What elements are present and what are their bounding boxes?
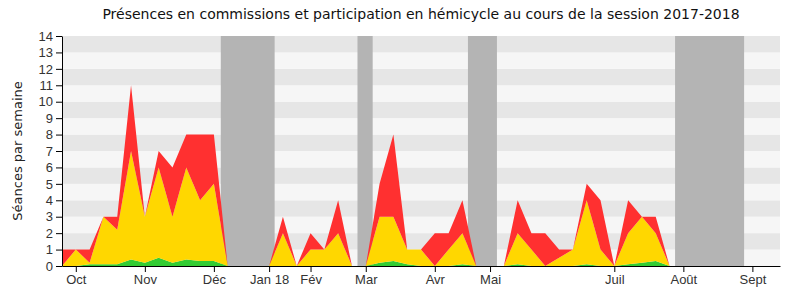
plot-area: [62, 36, 780, 266]
shaded-period: [221, 36, 275, 266]
shaded-period: [357, 36, 372, 266]
grid-band: [62, 118, 780, 134]
y-tick: 2: [46, 226, 62, 241]
x-tick: Nov: [134, 266, 158, 287]
y-tick-label: 0: [46, 259, 53, 274]
y-tick: 5: [46, 177, 62, 192]
x-tick: Fév: [300, 266, 322, 287]
y-tick: 9: [46, 111, 62, 126]
x-tick-label: Nov: [134, 272, 158, 287]
x-tick: Sept: [740, 266, 767, 287]
x-tick-label: Oct: [66, 272, 87, 287]
y-tick: 8: [46, 127, 62, 142]
y-tick: 0: [46, 259, 62, 274]
x-tick-label: Sept: [740, 272, 767, 287]
x-tick: Oct: [66, 266, 87, 287]
y-tick-mark: [56, 233, 62, 234]
x-tick-label: Août: [670, 272, 697, 287]
y-tick: 11: [40, 78, 63, 93]
y-axis-title: Séances par semaine: [10, 81, 25, 220]
grid-band: [62, 102, 780, 118]
y-tick-label: 4: [46, 193, 53, 208]
x-tick: Juil: [605, 266, 625, 287]
x-tick: Mai: [480, 266, 501, 287]
y-tick-label: 11: [40, 78, 54, 93]
y-tick-mark: [56, 69, 62, 70]
y-axis: 01234567891011121314: [39, 29, 63, 274]
x-tick-label: Fév: [300, 272, 322, 287]
y-tick-label: 8: [46, 127, 53, 142]
y-tick-label: 1: [46, 242, 53, 257]
y-tick-label: 5: [46, 177, 53, 192]
y-tick-label: 10: [39, 94, 53, 109]
y-tick-mark: [56, 151, 62, 152]
x-tick-mark: [614, 266, 615, 272]
x-tick-mark: [269, 266, 270, 272]
y-axis-line: [62, 37, 63, 267]
y-tick-label: 13: [39, 45, 53, 60]
y-tick-mark: [56, 167, 62, 168]
y-tick-mark: [56, 36, 62, 37]
x-tick-mark: [490, 266, 491, 272]
y-tick: 7: [46, 144, 62, 159]
y-tick-label: 14: [39, 29, 53, 44]
y-tick-mark: [56, 250, 62, 251]
x-tick-mark: [752, 266, 753, 272]
title: Présences en commissions et participatio…: [102, 6, 739, 22]
x-tick: Jan 18: [250, 266, 289, 287]
x-tick-mark: [366, 266, 367, 272]
y-tick-mark: [56, 135, 62, 136]
x-tick-mark: [214, 266, 215, 272]
y-tick-mark: [56, 217, 62, 218]
x-tick-mark: [311, 266, 312, 272]
x-tick-mark: [145, 266, 146, 272]
x-tick-label: Juil: [605, 272, 625, 287]
y-tick: 3: [46, 209, 62, 224]
x-tick-label: Mar: [355, 272, 378, 287]
x-tick-mark: [683, 266, 684, 272]
y-tick-label: 3: [46, 209, 53, 224]
grid-band: [62, 52, 780, 68]
x-tick: Avr: [426, 266, 446, 287]
y-tick: 1: [46, 242, 62, 257]
y-tick-label: 12: [39, 62, 53, 77]
x-tick-label: Avr: [426, 272, 446, 287]
x-tick-label: Mai: [480, 272, 501, 287]
y-tick-mark: [56, 200, 62, 201]
y-tick-mark: [56, 184, 62, 185]
grid-band: [62, 135, 780, 151]
x-tick-label: Jan 18: [250, 272, 289, 287]
y-tick-label: 7: [46, 144, 53, 159]
y-tick-label: 2: [46, 226, 53, 241]
grid-band: [62, 36, 780, 52]
grid-band: [62, 69, 780, 85]
y-tick-mark: [56, 118, 62, 119]
y-tick: 12: [39, 62, 62, 77]
y-tick-mark: [56, 266, 62, 267]
y-tick: 4: [46, 193, 62, 208]
y-tick-mark: [56, 52, 62, 53]
x-axis: Oct Nov Déc Jan 18 Fév Mar Avr Mai Juil Août Sept: [63, 266, 781, 287]
y-tick-mark: [56, 85, 62, 86]
chart: 01234567891011121314OctNovDécJan 18FévMa…: [0, 0, 800, 300]
shaded-period: [675, 36, 744, 266]
x-tick: Mar: [355, 266, 378, 287]
grid-band: [62, 85, 780, 101]
x-tick-mark: [435, 266, 436, 272]
y-tick-mark: [56, 102, 62, 103]
y-tick-label: 6: [46, 160, 53, 175]
y-tick: 6: [46, 160, 62, 175]
area-series: [62, 85, 780, 266]
shaded-period: [468, 36, 497, 266]
x-axis-line: [63, 266, 781, 267]
x-tick: Août: [670, 266, 697, 287]
y-tick-label: 9: [46, 111, 53, 126]
x-tick-mark: [76, 266, 77, 272]
y-tick: 13: [39, 45, 62, 60]
y-tick: 10: [39, 94, 62, 109]
y-tick: 14: [39, 29, 62, 44]
x-tick-label: Déc: [203, 272, 227, 287]
grid: [62, 36, 780, 266]
x-tick: Déc: [203, 266, 227, 287]
